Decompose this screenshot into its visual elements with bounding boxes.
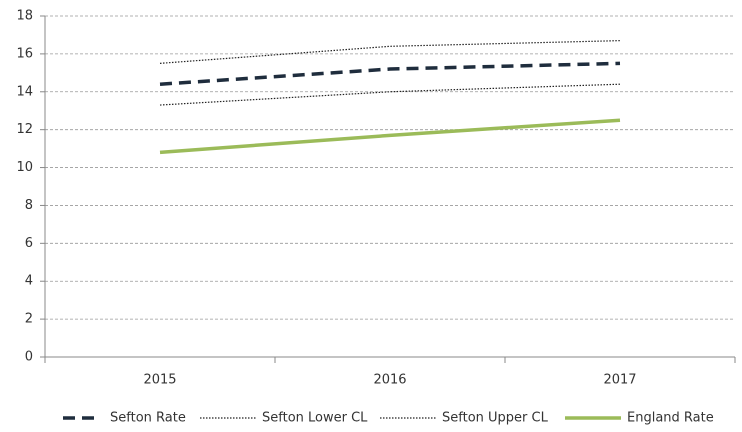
series-line xyxy=(159,118,621,155)
y-tick-label: 6 xyxy=(25,236,33,251)
y-tick-label: 0 xyxy=(25,350,33,365)
x-tick-label: 2017 xyxy=(603,373,636,388)
y-tick-label: 8 xyxy=(25,198,33,213)
legend-label: England Rate xyxy=(627,411,714,426)
y-tick-label: 4 xyxy=(25,274,33,289)
series-line xyxy=(159,61,621,86)
y-tick-label: 18 xyxy=(16,9,33,24)
y-tick-label: 16 xyxy=(16,46,33,61)
series-line xyxy=(159,83,621,106)
legend-label: Sefton Upper CL xyxy=(442,411,549,426)
legend-label: Sefton Rate xyxy=(110,411,186,426)
x-tick-label: 2016 xyxy=(373,373,406,388)
y-tick-label: 14 xyxy=(16,84,33,99)
legend-label: Sefton Lower CL xyxy=(262,411,368,426)
y-tick-label: 2 xyxy=(25,312,33,327)
y-tick-label: 12 xyxy=(16,122,33,137)
series-line xyxy=(159,40,621,64)
x-tick-label: 2015 xyxy=(143,373,176,388)
y-tick-label: 10 xyxy=(16,160,33,175)
